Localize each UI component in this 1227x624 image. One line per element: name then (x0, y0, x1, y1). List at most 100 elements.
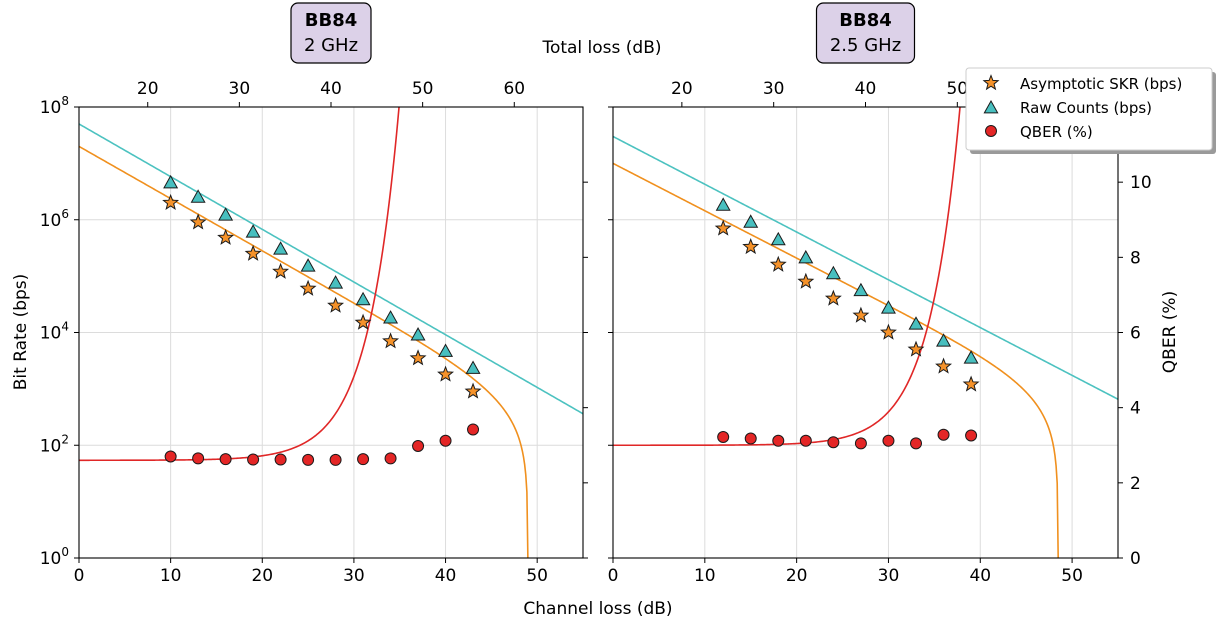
panel-1-qber-point (439, 434, 452, 447)
ytick-exponent: 2 (61, 432, 69, 446)
panel-2-qber-point (772, 434, 785, 447)
panel-1-skr-point (437, 365, 455, 382)
panel-1-xtick-label: 10 (160, 566, 182, 586)
panel-2-xtick-label: 40 (969, 566, 991, 586)
top-x-axis-label: Total loss (dB) (541, 38, 661, 58)
panel-1-skr-point (409, 349, 427, 366)
panel-1-raw-point (245, 224, 261, 238)
panel-1-fit-curves (79, 107, 583, 558)
panel-2-qber-point (799, 434, 812, 447)
legend-star-icon (982, 74, 1000, 91)
panel-1-qber-point (219, 453, 232, 466)
panel-1-skr-point (189, 213, 207, 230)
panel-1-qber-point (192, 452, 205, 465)
panel-2-skr-point (935, 357, 953, 374)
panel-2-x2tick-label: 20 (671, 79, 693, 99)
x-axis-label: Channel loss (dB) (523, 599, 672, 619)
panel-1-skr-point (217, 228, 235, 245)
panel-2-skr-point (962, 375, 980, 392)
legend: Asymptotic SKR (bps) Raw Counts (bps) QBER… (965, 67, 1216, 154)
panel-1-xtick-label: 0 (74, 566, 85, 586)
panel-1-raw-point (383, 310, 399, 324)
panel-1-xtick-label: 30 (343, 566, 365, 586)
panel-1-xtick-label: 40 (435, 566, 457, 586)
panel-1-skr-point (162, 193, 180, 210)
panel-1-raw-point (300, 258, 316, 272)
panel-1-badge (290, 2, 372, 64)
panel-2-x2tick-label: 30 (763, 79, 785, 99)
panel-1-x2tick-label: 40 (320, 79, 342, 99)
panel-2-raw-point (825, 265, 841, 280)
panel-2-qber-point (854, 437, 867, 450)
ytick-exponent: 8 (61, 94, 69, 108)
panel-2-xtick-label: 10 (694, 566, 716, 586)
panel-2-skr-point (797, 272, 815, 289)
panel-2-qber-point (965, 429, 978, 442)
panel-1-ytick-label: 100 (40, 545, 69, 569)
panel-1-raw-point (410, 327, 426, 341)
panel-1-skr-fit-line (79, 145, 529, 558)
panel-1-x2tick-label: 20 (137, 79, 159, 99)
panel-1-xtick-label: 20 (251, 566, 273, 586)
panel-2-raw-point (770, 231, 786, 246)
panel-1-skr-point (299, 279, 317, 296)
panel-1-qber-point (357, 453, 370, 466)
panel-1-ytick-label: 102 (40, 432, 69, 456)
panel-1-badge-protocol: BB84 (305, 10, 358, 31)
legend-label: QBER (%) (1020, 123, 1093, 141)
ytick-base: 10 (40, 324, 62, 344)
ytick-exponent: 0 (61, 545, 69, 559)
panel-2-raw-point (798, 249, 814, 264)
legend-label: Raw Counts (bps) (1020, 99, 1152, 117)
panel-1-ytick-label: 108 (40, 94, 69, 118)
ytick-base: 10 (40, 436, 62, 456)
panel-2-raw-point (743, 214, 759, 228)
panel-1-raw-point (190, 189, 206, 203)
panel-2-qber-point (910, 437, 922, 450)
panel-2-skr-point (824, 289, 842, 306)
ytick-base: 10 (40, 549, 62, 569)
panel-2-y2tick-label: 4 (1130, 399, 1141, 419)
panel-2-qber-fit-line (613, 107, 961, 447)
panel-2-skr-fit-line (613, 162, 1059, 558)
panel-2-y2tick-label: 2 (1130, 474, 1141, 494)
panel-1-skr-point (272, 262, 290, 279)
y-axis-label: Bit Rate (bps) (11, 274, 31, 391)
panel-1-qber-point (247, 453, 260, 466)
panel-1-raw-point (163, 174, 179, 189)
panel-1-raw-point (438, 343, 454, 357)
panel-1-qber-fit-line (79, 107, 400, 462)
panel-1-qber-point (467, 423, 480, 436)
panel-2-raw-fit-line (613, 135, 1118, 400)
panel-1-ytick-label: 104 (40, 320, 69, 344)
panel-1-x2tick-label: 30 (229, 79, 251, 99)
legend-box (965, 67, 1213, 151)
legend-circle-icon (985, 125, 997, 137)
panel-1-qber-point (329, 453, 342, 466)
panel-2-skr-point (907, 340, 925, 357)
panel-1-raw-fit-line (79, 123, 583, 415)
panel-2-y2tick-label: 8 (1130, 248, 1141, 268)
ytick-exponent: 4 (61, 320, 69, 334)
panel-1-skr-point (244, 244, 262, 261)
panel-1-qber-point (384, 452, 397, 465)
panel-1-raw-point (328, 275, 344, 289)
panel-1-qber-point (164, 450, 177, 463)
panel-2-qber-point (827, 436, 840, 449)
panel-2-badge-rate: 2.5 GHz (830, 35, 901, 56)
panel-2-qber-point (717, 430, 730, 443)
panel-1-x2tick-label: 60 (503, 79, 525, 99)
panel-1-skr-point (464, 382, 482, 399)
legend-label: Asymptotic SKR (bps) (1020, 75, 1182, 93)
legend-triangle-icon (983, 99, 999, 114)
panel-1-raw-point (465, 360, 481, 374)
panel-2-x2tick-label: 40 (855, 79, 877, 99)
panel-2-qber-point (937, 428, 950, 441)
panel-2-skr-point (742, 237, 760, 255)
panel-1-raw-point (218, 207, 234, 221)
panel-2-xtick-label: 20 (786, 566, 808, 586)
panel-1-qber-point (274, 453, 287, 466)
panel-1-badge-rate: 2 GHz (304, 35, 358, 56)
ytick-base: 10 (40, 211, 62, 231)
